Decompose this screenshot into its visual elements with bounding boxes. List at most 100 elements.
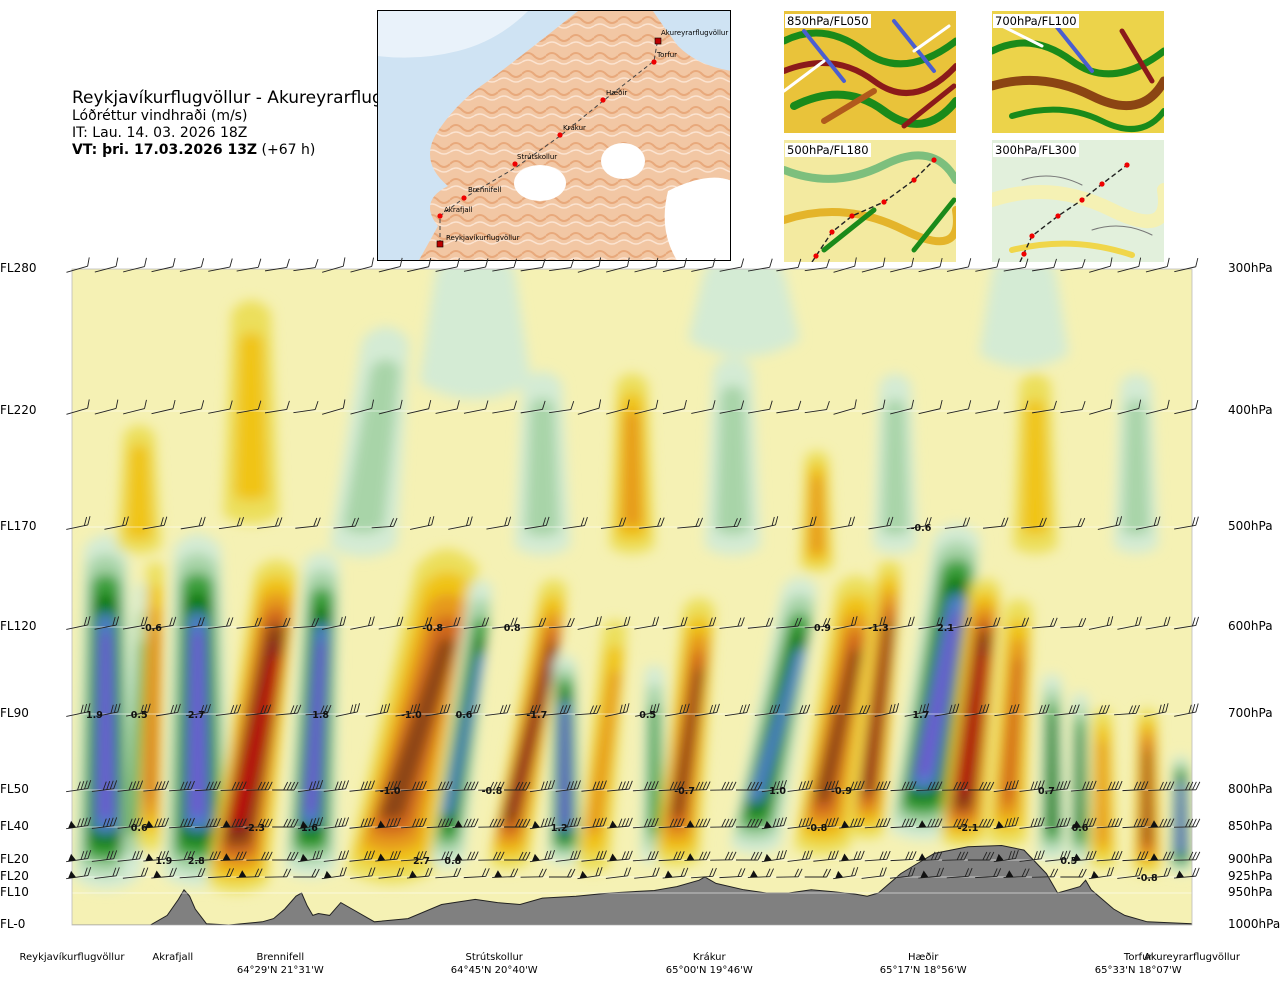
wind-barb (605, 616, 631, 630)
value-label: 1.8 (312, 710, 329, 721)
wind-barb (694, 703, 720, 717)
cell-contour (1021, 399, 1049, 536)
wind-barb (1144, 703, 1169, 717)
cell-contour (648, 704, 661, 836)
wind-barb (1088, 866, 1114, 880)
wind-barb (407, 257, 432, 273)
wind-barb (1122, 851, 1149, 862)
wind-barb (257, 517, 283, 529)
wind-barb (555, 780, 581, 792)
wind-barb (577, 616, 602, 630)
wind-barb (123, 399, 147, 415)
pressure-label: 800hPa (1228, 782, 1273, 796)
wind-barb (1174, 867, 1200, 879)
cell-contour (670, 667, 704, 817)
wind-barb (504, 851, 531, 861)
waypoint-name: Akrafjall (152, 952, 193, 963)
wind-barb (179, 258, 205, 272)
cell-contour (715, 385, 751, 535)
wind-barb (220, 818, 247, 828)
wind-barb (264, 258, 290, 272)
wind-barb (220, 781, 247, 791)
wind-barb (435, 400, 460, 414)
map-label-torfur: Torfur (656, 51, 677, 59)
wind-barb (321, 616, 347, 630)
map-point-reykjavik (436, 240, 444, 248)
wind-barb (322, 257, 346, 273)
wind-barb (66, 399, 90, 415)
value-label: -0.8 (806, 823, 827, 834)
wind-barb (1019, 817, 1045, 829)
wind-barb (839, 850, 865, 862)
wind-barb (839, 817, 865, 829)
cell-contour (748, 649, 806, 803)
wind-barb (861, 399, 886, 415)
wind-barb (747, 258, 773, 272)
wind-barb (1096, 850, 1123, 862)
wind-barb (91, 817, 118, 829)
wind-barb (478, 818, 505, 828)
wind-barb (677, 517, 703, 529)
wind-barb (918, 867, 944, 879)
wind-barb (1174, 257, 1199, 273)
wind-barb (1145, 867, 1172, 879)
wind-barb (1174, 703, 1199, 717)
value-label: 0.5 (131, 710, 148, 721)
wind-barb (375, 817, 401, 829)
value-label: 0.6 (456, 710, 473, 721)
wind-barb (967, 781, 995, 791)
wind-barb (581, 817, 607, 829)
value-label: 0.9 (814, 623, 831, 634)
wind-barb (942, 818, 969, 828)
wind-barb (185, 703, 211, 717)
wind-barb (814, 704, 841, 716)
wind-barb (639, 517, 665, 529)
wind-barb (492, 617, 518, 629)
cell-contour (442, 654, 485, 816)
wind-barb (787, 850, 813, 862)
route-map-svg: Reykjavíkurflugvöllur Akrafjall Brennife… (378, 11, 730, 260)
wind-barb (761, 849, 787, 863)
value-label: -1.7 (526, 710, 547, 721)
wind-barb (946, 867, 973, 879)
wind-barb (246, 818, 273, 828)
cell-contour (525, 397, 560, 537)
wind-barb (272, 851, 299, 861)
wind-barb (861, 257, 886, 273)
wind-barb (607, 850, 633, 862)
wind-barb (545, 704, 571, 716)
pressure-label: 950hPa (1228, 885, 1273, 899)
wind-barb (1145, 257, 1170, 273)
pressure-label: 1000hPa (1228, 917, 1280, 931)
wind-barb (375, 850, 401, 862)
value-label: -0.8 (482, 786, 503, 797)
wind-barb (410, 516, 435, 530)
wind-barb (1148, 851, 1175, 861)
wind-barb (218, 516, 245, 530)
wind-barb (691, 867, 717, 879)
wind-barb (492, 258, 517, 272)
wind-barb (684, 851, 711, 861)
wind-barb (94, 867, 120, 879)
wind-barb (710, 818, 737, 828)
wind-barb (169, 850, 195, 862)
wind-barb (833, 257, 857, 273)
waypoint-name: Reykjavíkurflugvöllur (20, 951, 126, 963)
wind-barb (916, 851, 943, 861)
wind-barb (1045, 780, 1071, 792)
wind-barb (66, 257, 90, 273)
cell-contour (1000, 657, 1024, 805)
wind-barb (942, 851, 969, 861)
panel-850hpa-label: 850hPa/FL050 (785, 14, 871, 28)
cell-contour (419, 269, 532, 400)
wind-barb (529, 816, 555, 830)
wind-barb (890, 616, 915, 630)
wind-barb (1003, 400, 1029, 414)
wind-barb (272, 818, 299, 828)
wind-barb (520, 258, 546, 272)
wind-barb (606, 257, 630, 273)
wind-barb (297, 816, 324, 830)
wind-barb (194, 818, 221, 829)
wind-barb (868, 516, 894, 530)
map-label-akureyri: Akureyrarflugvöllur (661, 29, 728, 37)
